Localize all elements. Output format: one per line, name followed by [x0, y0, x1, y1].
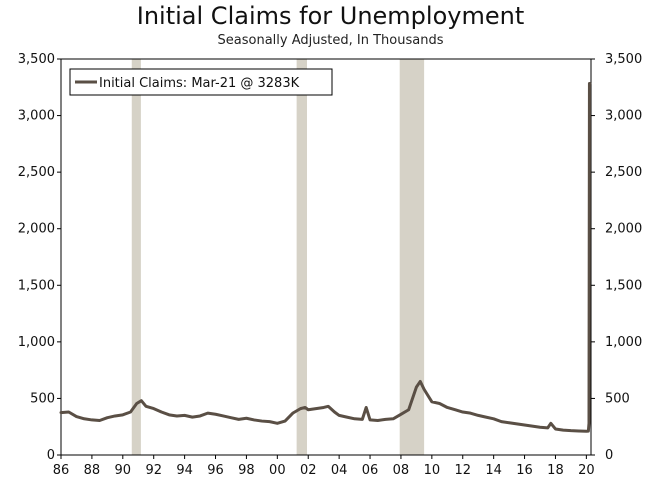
- x-tick-label: 18: [547, 463, 564, 478]
- recession-band: [399, 59, 425, 455]
- x-tick-label: 08: [393, 463, 410, 478]
- x-tick-label: 20: [578, 463, 595, 478]
- y-tick-label-left: 3,500: [18, 52, 55, 67]
- legend-box: [69, 68, 333, 96]
- x-axis: 86 88 90 92 94 96 98 00 02 04 06 08 10 12 14 16 18 20: [53, 455, 595, 478]
- x-tick-label: 92: [145, 463, 162, 478]
- recession-band: [296, 59, 307, 455]
- x-tick-label: 06: [362, 463, 379, 478]
- x-tick-label: 02: [300, 463, 317, 478]
- series-line-initial-claims: [59, 82, 592, 433]
- left-y-axis: 0 500 1,000 1,500 2,000 2,500 3,000 3,500: [18, 52, 61, 463]
- y-tick-label-right: 1,000: [605, 335, 642, 350]
- y-tick-label-right: 1,500: [605, 278, 642, 293]
- x-tick-label: 94: [176, 463, 193, 478]
- recession-band: [131, 59, 141, 455]
- x-tick-label: 96: [207, 463, 224, 478]
- y-tick-label-right: 0: [605, 448, 613, 463]
- x-tick-label: 16: [516, 463, 533, 478]
- x-tick-label: 86: [53, 463, 70, 478]
- x-tick-label: 88: [84, 463, 101, 478]
- legend: Initial Claims: Mar-21 @ 3283K: [69, 68, 333, 96]
- x-tick-label: 90: [115, 463, 132, 478]
- y-tick-label-left: 2,000: [18, 222, 55, 237]
- y-tick-label-left: 2,500: [18, 165, 55, 180]
- recession-bands: [131, 59, 425, 455]
- chart-subtitle: Seasonally Adjusted, In Thousands: [217, 33, 444, 48]
- chart-title: Initial Claims for Unemployment: [136, 2, 525, 30]
- x-tick-label: 14: [485, 463, 502, 478]
- y-tick-label-left: 1,500: [18, 278, 55, 293]
- x-tick-label: 12: [454, 463, 471, 478]
- y-tick-label-right: 3,000: [605, 109, 642, 124]
- y-tick-label-left: 0: [47, 448, 55, 463]
- y-tick-label-left: 500: [30, 391, 55, 406]
- x-tick-label: 98: [238, 463, 255, 478]
- y-tick-label-right: 2,500: [605, 165, 642, 180]
- x-tick-label: 00: [269, 463, 286, 478]
- x-tick-label: 04: [331, 463, 348, 478]
- legend-label: Initial Claims: Mar-21 @ 3283K: [99, 76, 300, 91]
- y-tick-label-right: 3,500: [605, 52, 642, 67]
- y-tick-label-right: 500: [605, 391, 630, 406]
- x-tick-label: 10: [424, 463, 441, 478]
- plot-frame: [60, 58, 592, 456]
- y-tick-label-left: 1,000: [18, 335, 55, 350]
- right-y-axis: 0 500 1,000 1,500 2,000 2,500 3,000 3,500: [591, 52, 642, 463]
- y-tick-label-left: 3,000: [18, 109, 55, 124]
- y-tick-label-right: 2,000: [605, 222, 642, 237]
